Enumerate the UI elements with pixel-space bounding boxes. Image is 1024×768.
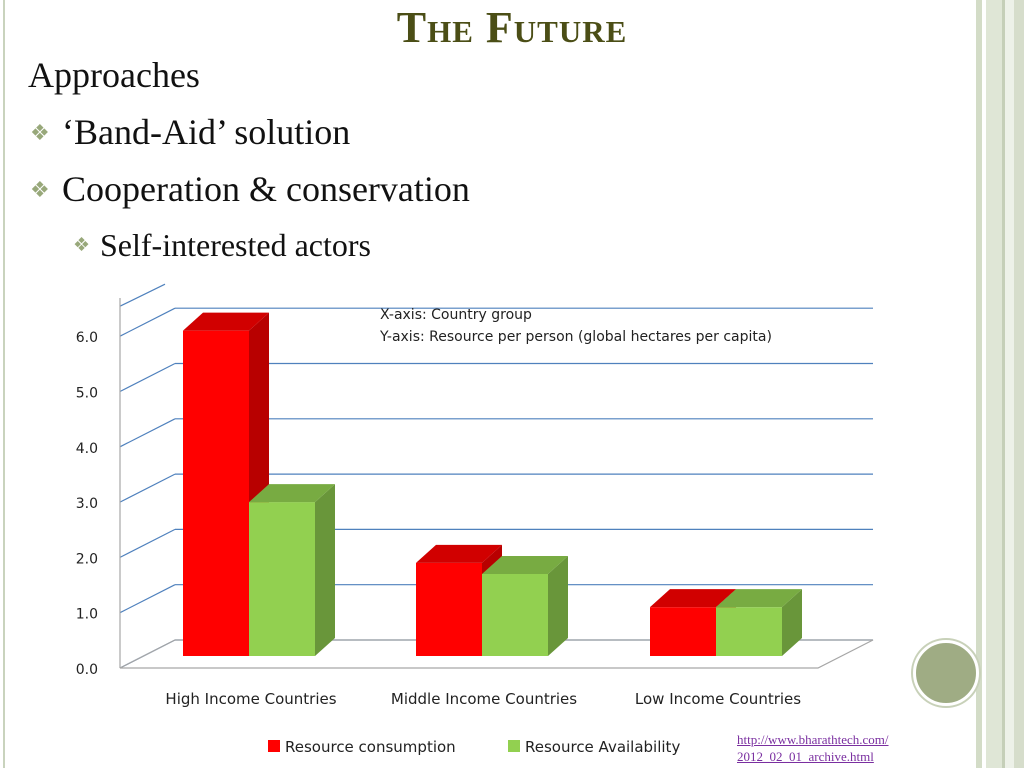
bar-top xyxy=(183,312,269,331)
bar-top xyxy=(249,484,335,503)
diamond-bullet-icon: ❖ xyxy=(30,176,50,202)
bar-front xyxy=(183,330,249,656)
diamond-bullet-icon: ❖ xyxy=(73,234,91,256)
legend-swatch xyxy=(268,740,280,752)
decorative-circle xyxy=(913,640,979,706)
legend-swatch xyxy=(508,740,520,752)
bar-front xyxy=(482,573,548,656)
bar-side xyxy=(782,589,802,656)
bar-top xyxy=(482,555,568,574)
gridline-side xyxy=(119,362,176,393)
bar-front xyxy=(416,562,482,656)
gridline-side xyxy=(119,473,176,503)
slide-frame-left xyxy=(0,0,12,768)
diamond-bullet-icon: ❖ xyxy=(30,119,50,145)
legend-label: Resource consumption xyxy=(285,738,456,756)
bar xyxy=(716,589,802,656)
source-link[interactable]: http://www.bharathtech.com/ 2012_02_01_a… xyxy=(737,731,889,765)
source-link-line[interactable]: http://www.bharathtech.com/ xyxy=(737,732,889,747)
bar-side xyxy=(315,484,335,656)
legend-label: Resource Availability xyxy=(525,738,680,756)
slide-frame-right xyxy=(976,0,1024,768)
slide-title: The Future xyxy=(396,3,628,52)
x-tick-label: Low Income Countries xyxy=(635,690,801,708)
gridline-side xyxy=(119,307,176,337)
bullet-text: Cooperation & conservation xyxy=(62,169,470,209)
bullet-item: ❖ Cooperation & conservation xyxy=(30,166,470,216)
chart-annotation: X-axis: Country group xyxy=(380,307,532,323)
bar-front xyxy=(249,502,315,656)
bar-top xyxy=(650,589,736,608)
gridline-side xyxy=(119,418,176,448)
bullet-text: ‘Band-Aid’ solution xyxy=(62,112,351,152)
y-tick-label: 0.0 xyxy=(76,662,98,678)
bar-top xyxy=(716,589,802,608)
sub-bullet-item: ❖ Self-interested actors xyxy=(73,222,371,272)
bar-front xyxy=(716,607,782,656)
y-tick-label: 5.0 xyxy=(76,386,98,402)
bullet-item: ❖ ‘Band-Aid’ solution xyxy=(30,109,350,159)
y-tick-label: 2.0 xyxy=(76,551,98,567)
bar xyxy=(482,555,568,656)
gridline-side xyxy=(119,584,176,614)
bar-front xyxy=(650,607,716,656)
x-axis-floor xyxy=(119,639,874,669)
gridline-side xyxy=(119,283,166,307)
sub-bullet-text: Self-interested actors xyxy=(100,227,371,263)
x-tick-label: Middle Income Countries xyxy=(391,690,577,708)
chart-annotation: Y-axis: Resource per person (global hect… xyxy=(379,329,772,345)
y-tick-label: 1.0 xyxy=(76,607,98,623)
y-tick-label: 6.0 xyxy=(76,330,98,346)
y-tick-label: 3.0 xyxy=(76,496,98,512)
gridline-side xyxy=(119,528,176,558)
x-tick-label: High Income Countries xyxy=(165,690,336,708)
bullet-heading: Approaches xyxy=(28,55,200,95)
bar-top xyxy=(416,544,502,563)
y-tick-label: 4.0 xyxy=(76,441,98,457)
bar-side xyxy=(548,555,568,656)
source-link-line[interactable]: 2012_02_01_archive.html xyxy=(737,749,874,764)
bar xyxy=(249,484,335,656)
